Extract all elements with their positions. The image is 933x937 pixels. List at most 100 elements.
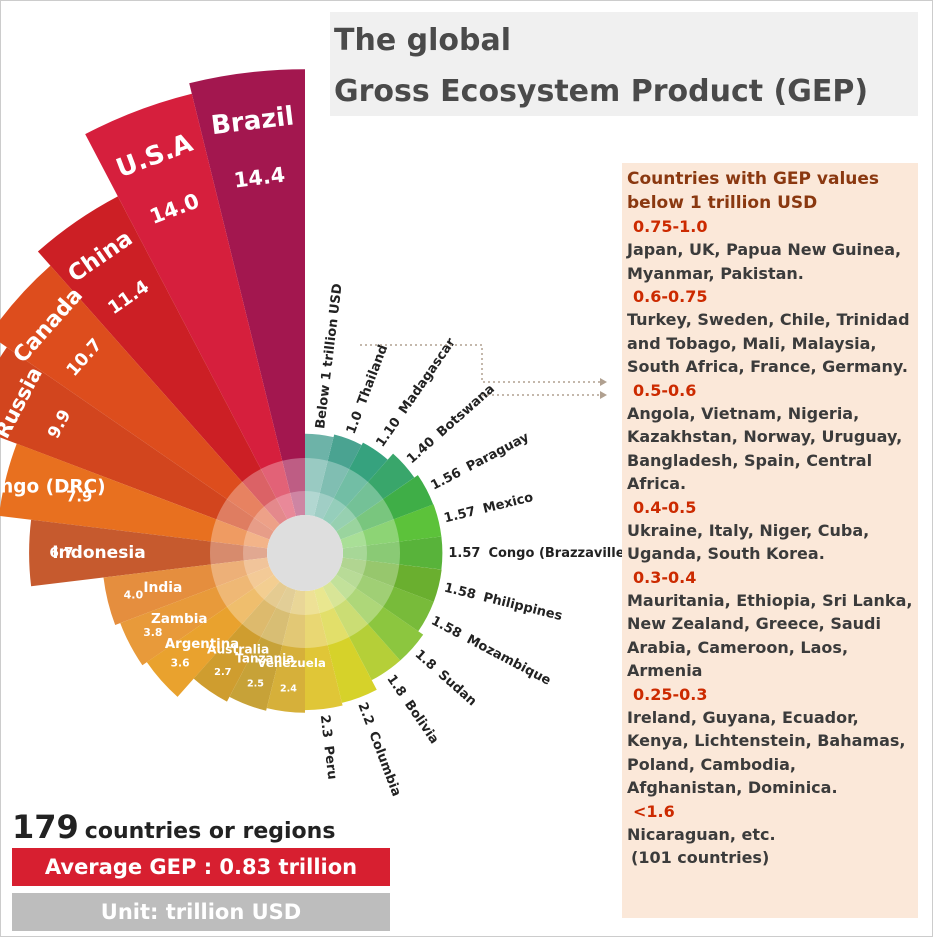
count-label: countries or regions — [84, 819, 336, 844]
bar-label: 2.3 Peru — [317, 714, 340, 780]
category-label: Mexico — [481, 490, 534, 517]
country-list: Turkey, Sweden, Chile, Trinidad and Toba… — [627, 310, 910, 376]
center-hole — [267, 515, 343, 591]
bar-label: 1.57 Mexico — [442, 490, 534, 526]
country-list: Nicaraguan, etc. — [627, 824, 776, 844]
value-label: 1.56 — [428, 465, 463, 493]
bar — [0, 265, 280, 532]
value-label: 2.2 — [355, 700, 377, 727]
range-label: 0.25-0.3 — [633, 684, 708, 704]
value-label: 1.8 — [384, 672, 409, 699]
bar — [29, 519, 268, 587]
bar — [0, 443, 270, 549]
category-label: Congo (Brazzaville) — [488, 546, 630, 561]
value-label: 1.58 — [429, 613, 464, 641]
average-box: Average GEP : 0.83 trillion — [12, 848, 390, 886]
range-label: 0.6-0.75 — [633, 287, 708, 306]
value-label: 1.57 — [448, 546, 480, 561]
range-label: 0.4-0.5 — [633, 497, 697, 517]
title-box: The global Gross Ecosystem Product (GEP) — [330, 12, 918, 116]
value-label: 1.40 — [404, 434, 438, 466]
bar — [314, 586, 377, 703]
category-label: Indonesia — [52, 543, 146, 563]
bar — [193, 581, 288, 702]
bar — [229, 586, 296, 711]
country-list: Angola, Vietnam, Nigeria, Kazakhstan, No… — [627, 403, 903, 494]
range-label: <1.6 — [633, 801, 675, 821]
panel-heading: Countries with GEP values below 1 trilli… — [627, 169, 880, 213]
value-label: 2.5 — [247, 679, 264, 690]
count-number: 179 — [12, 808, 79, 846]
unit-box: Unit: trillion USD — [12, 893, 390, 931]
connector — [360, 344, 600, 383]
arrow — [600, 378, 607, 386]
category-label: Mozambique — [464, 632, 553, 689]
range-label: 0.3-0.4 — [633, 567, 697, 587]
bar — [342, 536, 443, 570]
value-label: 2.3 — [317, 714, 335, 739]
bar-label: 2.2Columbia — [355, 700, 404, 798]
bar — [305, 589, 343, 711]
category-label: Thailand — [354, 343, 390, 407]
bar-label: 1.57 Congo (Brazzaville) — [448, 546, 630, 561]
bar-label: 1.58 Philippines — [443, 580, 564, 624]
category-label: Zambia — [151, 611, 208, 627]
category-label: Tanzania — [235, 651, 294, 665]
value-label: 2.4 — [280, 684, 297, 695]
bar — [322, 581, 401, 681]
arrow — [600, 391, 607, 399]
category-label: Philippines — [482, 590, 565, 624]
bar — [37, 196, 288, 525]
bar-label: 1.8Bolivia — [384, 672, 442, 747]
title: Gross Ecosystem Product (GEP) — [334, 74, 869, 109]
bar — [340, 557, 442, 602]
bar — [336, 566, 434, 632]
bar — [85, 93, 296, 520]
category-label: Sudan — [435, 667, 479, 709]
title: The global — [334, 23, 511, 58]
country-list: Ireland, Guyana, Ecuador, Kenya, Lichten… — [627, 707, 906, 798]
category-label: Columbia — [366, 729, 404, 798]
category-label: Below 1 trillion USD — [313, 282, 346, 429]
value-label: 1.58 — [443, 580, 478, 602]
category-label: India — [143, 580, 182, 596]
category-label: Botswana — [434, 381, 498, 440]
country-list: Japan, UK, Papua New Guinea, Myanmar, Pa… — [627, 240, 902, 283]
bar — [336, 475, 434, 540]
value-label: 1.8 — [412, 647, 439, 674]
category-label: Peru — [321, 745, 340, 781]
value-label: 6.7 — [49, 545, 73, 561]
bar — [146, 574, 280, 697]
value-label: 1.0 — [343, 409, 365, 436]
bar — [305, 433, 334, 517]
bar — [266, 589, 305, 713]
category-label: Bolivia — [401, 697, 441, 746]
category-label: Venezuela — [257, 656, 326, 670]
value-label: 2.7 — [214, 667, 232, 678]
bar — [340, 504, 442, 549]
value-label: 4.0 — [124, 588, 144, 601]
bar — [0, 347, 274, 540]
bar-label: 1.8Sudan — [412, 647, 480, 709]
category-label: Argentina — [165, 637, 239, 652]
value-label: 3.8 — [143, 626, 162, 639]
range-label: 0.5-0.6 — [633, 380, 697, 400]
bar — [314, 434, 362, 520]
category-label: Paraguay — [464, 429, 532, 474]
country-list: Mauritania, Ethiopia, Sri Lanka, New Zea… — [627, 590, 913, 681]
bar — [322, 442, 388, 525]
range-label: 0.75-1.0 — [633, 217, 708, 236]
value-label: 1.57 — [442, 504, 477, 526]
value-label: 3.6 — [171, 657, 190, 670]
bar — [189, 69, 305, 517]
bar — [120, 566, 274, 666]
category-label: Australia — [207, 642, 269, 656]
category-label: Congo (DRC) — [0, 477, 106, 498]
category-label: Madagascar — [396, 335, 459, 417]
legend-panel: Countries with GEP values below 1 trilli… — [622, 163, 918, 918]
value-label: 7.9 — [66, 488, 92, 505]
bar — [330, 453, 415, 532]
count: 179 countries or regions — [12, 808, 335, 846]
